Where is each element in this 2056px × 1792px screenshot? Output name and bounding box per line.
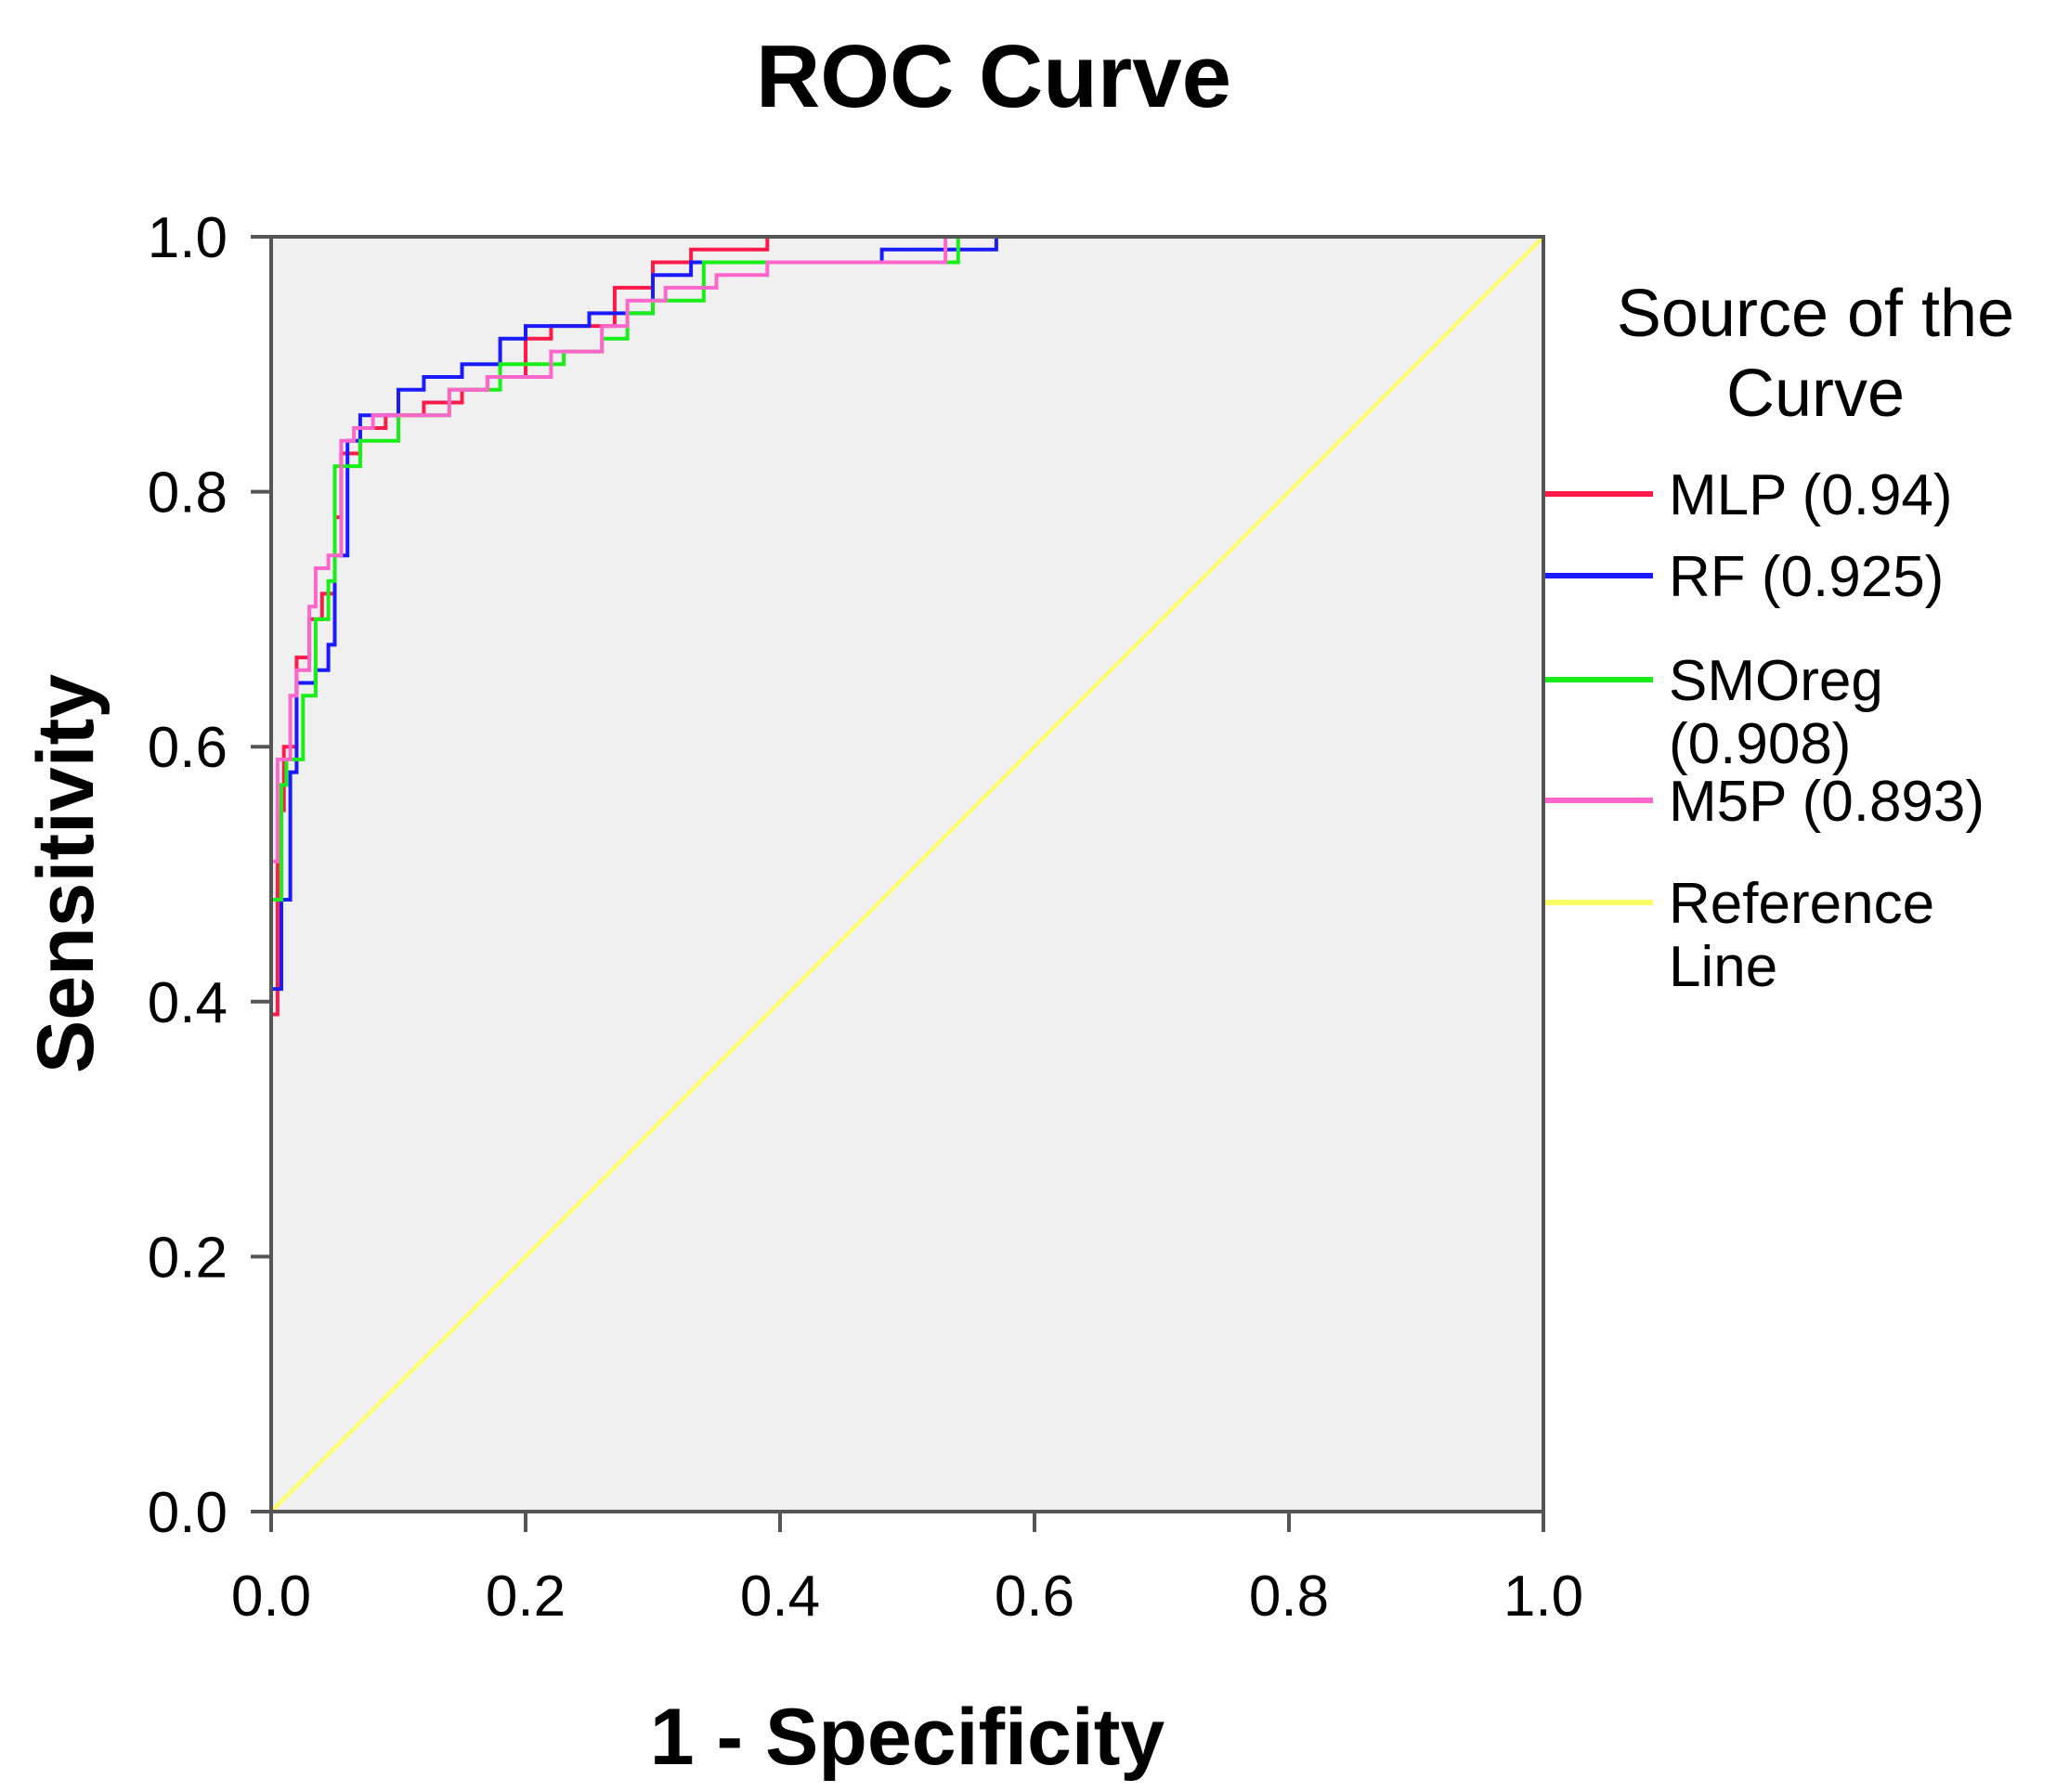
x-axis: 0.0 0.2 0.4 0.6 0.8 1.0: [231, 1512, 1583, 1629]
y-axis-title: Sensitivity: [21, 674, 111, 1073]
legend-label: MLP (0.94): [1669, 463, 1953, 527]
y-axis: 0.0 0.2 0.4 0.6 0.8 1.0: [148, 206, 271, 1545]
legend-title: Source of the: [1617, 277, 2014, 351]
legend-label: Reference: [1669, 872, 1934, 936]
legend-title: Curve: [1726, 357, 1905, 431]
legend-label: SMOreg: [1669, 649, 1883, 713]
y-tick-label: 0.4: [148, 971, 228, 1035]
legend-label: M5P (0.893): [1669, 770, 1984, 834]
legend-label: (0.908): [1669, 712, 1851, 776]
series-line-rf: [269, 235, 1543, 1512]
series-layer: [269, 235, 1545, 1513]
x-tick-label: 0.2: [486, 1565, 566, 1629]
x-tick-label: 0.8: [1249, 1565, 1329, 1629]
y-tick-label: 0.6: [148, 716, 228, 780]
y-tick-label: 1.0: [148, 206, 228, 270]
x-tick-label: 1.0: [1503, 1565, 1583, 1629]
legend-label: RF (0.925): [1669, 545, 1944, 609]
y-tick-label: 0.0: [148, 1481, 228, 1545]
legend-label: Line: [1669, 935, 1777, 999]
series-line-m5p: [269, 235, 1543, 1512]
x-tick-label: 0.6: [995, 1565, 1074, 1629]
chart-title: ROC Curve: [756, 27, 1231, 126]
x-tick-label: 0.0: [231, 1565, 311, 1629]
y-tick-label: 0.2: [148, 1226, 228, 1290]
series-line-reference: [269, 235, 1545, 1513]
x-axis-title: 1 - Specificity: [650, 1693, 1165, 1782]
plot-frame: [269, 235, 1545, 1513]
x-tick-label: 0.4: [740, 1565, 820, 1629]
y-tick-label: 0.8: [148, 461, 228, 526]
